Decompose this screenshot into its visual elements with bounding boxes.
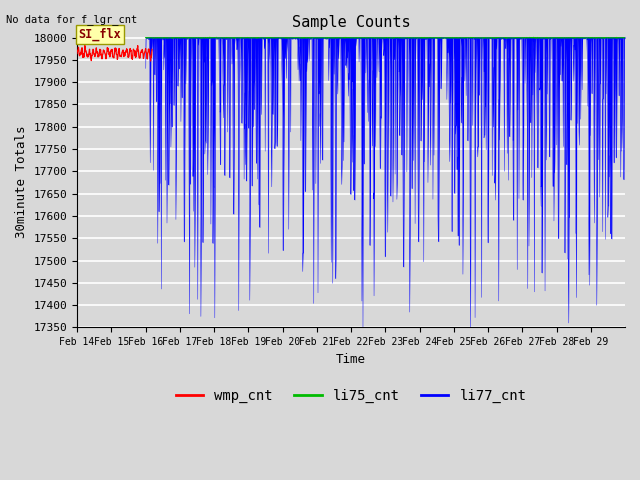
Legend: wmp_cnt, li75_cnt, li77_cnt: wmp_cnt, li75_cnt, li77_cnt (170, 383, 532, 408)
Y-axis label: 30minute Totals: 30minute Totals (15, 125, 28, 238)
X-axis label: Time: Time (336, 353, 366, 366)
Text: No data for f_lgr_cnt: No data for f_lgr_cnt (6, 14, 138, 25)
Title: Sample Counts: Sample Counts (292, 15, 410, 30)
Text: SI_flx: SI_flx (79, 28, 122, 41)
